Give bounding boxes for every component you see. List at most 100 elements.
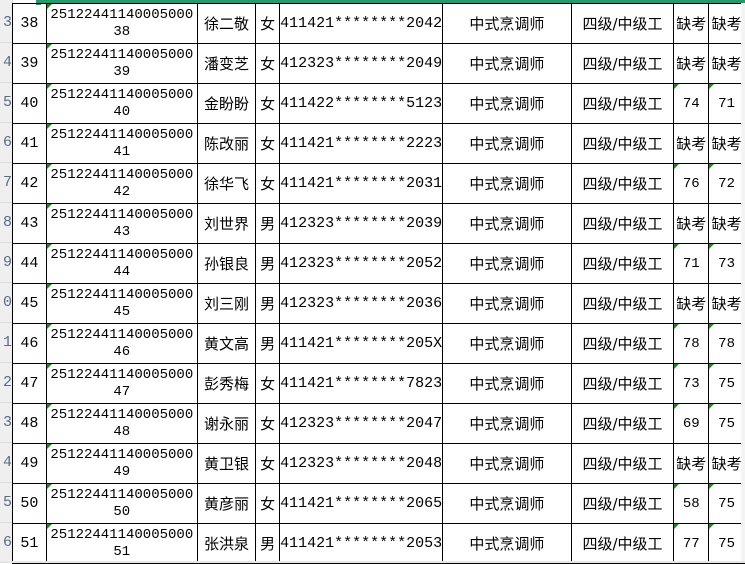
name-cell[interactable]: 潘变芝 xyxy=(196,43,257,84)
level-cell[interactable]: 四级/中级工 xyxy=(570,403,675,444)
theory-score-cell[interactable]: 缺考 xyxy=(673,443,710,484)
gender-cell[interactable]: 女 xyxy=(255,123,281,164)
occupation-cell[interactable]: 中式烹调师 xyxy=(442,483,572,524)
exam-id-cell[interactable]: 2512244114000500039 xyxy=(45,43,198,84)
name-cell[interactable]: 金盼盼 xyxy=(196,83,257,124)
practical-score-cell[interactable]: 71 xyxy=(708,83,745,124)
theory-score-cell[interactable]: 74 xyxy=(673,83,710,124)
exam-id-cell[interactable]: 2512244114000500045 xyxy=(45,283,198,324)
gender-cell[interactable]: 男 xyxy=(255,523,281,564)
seq-cell[interactable]: 40 xyxy=(12,83,47,124)
gender-cell[interactable]: 女 xyxy=(255,363,281,404)
practical-score-cell[interactable]: 73 xyxy=(708,243,745,284)
level-cell[interactable]: 四级/中级工 xyxy=(570,283,675,324)
occupation-cell[interactable]: 中式烹调师 xyxy=(442,83,572,124)
exam-id-cell[interactable]: 2512244114000500043 xyxy=(45,203,198,244)
theory-score-cell[interactable]: 58 xyxy=(673,483,710,524)
level-cell[interactable]: 四级/中级工 xyxy=(570,523,675,564)
theory-score-cell[interactable]: 77 xyxy=(673,523,710,564)
id-card-cell[interactable]: 412323********2052 xyxy=(279,243,444,284)
occupation-cell[interactable]: 中式烹调师 xyxy=(442,243,572,284)
gender-cell[interactable]: 女 xyxy=(255,43,281,84)
row-header[interactable]: 9 xyxy=(0,243,12,283)
row-header[interactable]: 3 xyxy=(0,3,12,43)
level-cell[interactable]: 四级/中级工 xyxy=(570,363,675,404)
level-cell[interactable]: 四级/中级工 xyxy=(570,83,675,124)
level-cell[interactable]: 四级/中级工 xyxy=(570,443,675,484)
occupation-cell[interactable]: 中式烹调师 xyxy=(442,3,572,44)
row-header[interactable]: 6 xyxy=(0,523,12,563)
id-card-cell[interactable]: 412323********2048 xyxy=(279,443,444,484)
name-cell[interactable]: 黄卫银 xyxy=(196,443,257,484)
row-header[interactable]: 6 xyxy=(0,123,12,163)
practical-score-cell[interactable]: 75 xyxy=(708,523,745,564)
name-cell[interactable]: 谢永丽 xyxy=(196,403,257,444)
gender-cell[interactable]: 女 xyxy=(255,443,281,484)
seq-cell[interactable]: 46 xyxy=(12,323,47,364)
practical-score-cell[interactable]: 缺考 xyxy=(708,3,745,44)
id-card-cell[interactable]: 412323********2036 xyxy=(279,283,444,324)
id-card-cell[interactable]: 411421********2031 xyxy=(279,163,444,204)
seq-cell[interactable]: 45 xyxy=(12,283,47,324)
row-header[interactable]: 3 xyxy=(0,403,12,443)
theory-score-cell[interactable]: 缺考 xyxy=(673,123,710,164)
selection-handle[interactable] xyxy=(36,0,41,5)
practical-score-cell[interactable]: 缺考 xyxy=(708,203,745,244)
id-card-cell[interactable]: 411421********2065 xyxy=(279,483,444,524)
gender-cell[interactable]: 男 xyxy=(255,323,281,364)
theory-score-cell[interactable]: 71 xyxy=(673,243,710,284)
occupation-cell[interactable]: 中式烹调师 xyxy=(442,283,572,324)
level-cell[interactable]: 四级/中级工 xyxy=(570,323,675,364)
level-cell[interactable]: 四级/中级工 xyxy=(570,163,675,204)
gender-cell[interactable]: 女 xyxy=(255,83,281,124)
seq-cell[interactable]: 44 xyxy=(12,243,47,284)
occupation-cell[interactable]: 中式烹调师 xyxy=(442,363,572,404)
theory-score-cell[interactable]: 缺考 xyxy=(673,3,710,44)
id-card-cell[interactable]: 412323********2049 xyxy=(279,43,444,84)
id-card-cell[interactable]: 411421********2042 xyxy=(279,3,444,44)
row-header[interactable]: 4 xyxy=(0,443,12,483)
gender-cell[interactable]: 男 xyxy=(255,203,281,244)
name-cell[interactable]: 彭秀梅 xyxy=(196,363,257,404)
gender-cell[interactable]: 女 xyxy=(255,163,281,204)
exam-id-cell[interactable]: 2512244114000500051 xyxy=(45,523,198,564)
name-cell[interactable]: 陈改丽 xyxy=(196,123,257,164)
name-cell[interactable]: 张洪泉 xyxy=(196,523,257,564)
seq-cell[interactable]: 39 xyxy=(12,43,47,84)
exam-id-cell[interactable]: 2512244114000500048 xyxy=(45,403,198,444)
row-header[interactable]: 7 xyxy=(0,163,12,203)
name-cell[interactable]: 徐华飞 xyxy=(196,163,257,204)
practical-score-cell[interactable]: 75 xyxy=(708,363,745,404)
seq-cell[interactable]: 50 xyxy=(12,483,47,524)
row-header[interactable]: 0 xyxy=(0,283,12,323)
gender-cell[interactable]: 男 xyxy=(255,283,281,324)
name-cell[interactable]: 黄文高 xyxy=(196,323,257,364)
exam-id-cell[interactable]: 2512244114000500038 xyxy=(45,3,198,44)
gender-cell[interactable]: 男 xyxy=(255,243,281,284)
name-cell[interactable]: 徐二敬 xyxy=(196,3,257,44)
theory-score-cell[interactable]: 缺考 xyxy=(673,43,710,84)
id-card-cell[interactable]: 411421********205X xyxy=(279,323,444,364)
practical-score-cell[interactable]: 缺考 xyxy=(708,123,745,164)
level-cell[interactable]: 四级/中级工 xyxy=(570,243,675,284)
seq-cell[interactable]: 42 xyxy=(12,163,47,204)
id-card-cell[interactable]: 411421********2053 xyxy=(279,523,444,564)
occupation-cell[interactable]: 中式烹调师 xyxy=(442,43,572,84)
seq-cell[interactable]: 48 xyxy=(12,403,47,444)
occupation-cell[interactable]: 中式烹调师 xyxy=(442,203,572,244)
practical-score-cell[interactable]: 缺考 xyxy=(708,43,745,84)
row-header[interactable]: 5 xyxy=(0,483,12,523)
seq-cell[interactable]: 51 xyxy=(12,523,47,564)
level-cell[interactable]: 四级/中级工 xyxy=(570,43,675,84)
occupation-cell[interactable]: 中式烹调师 xyxy=(442,323,572,364)
id-card-cell[interactable]: 411421********2223 xyxy=(279,123,444,164)
exam-id-cell[interactable]: 2512244114000500040 xyxy=(45,83,198,124)
theory-score-cell[interactable]: 69 xyxy=(673,403,710,444)
gender-cell[interactable]: 女 xyxy=(255,403,281,444)
exam-id-cell[interactable]: 2512244114000500044 xyxy=(45,243,198,284)
row-header[interactable]: 1 xyxy=(0,323,12,363)
row-header[interactable]: 8 xyxy=(0,203,12,243)
seq-cell[interactable]: 49 xyxy=(12,443,47,484)
practical-score-cell[interactable]: 75 xyxy=(708,483,745,524)
practical-score-cell[interactable]: 78 xyxy=(708,323,745,364)
